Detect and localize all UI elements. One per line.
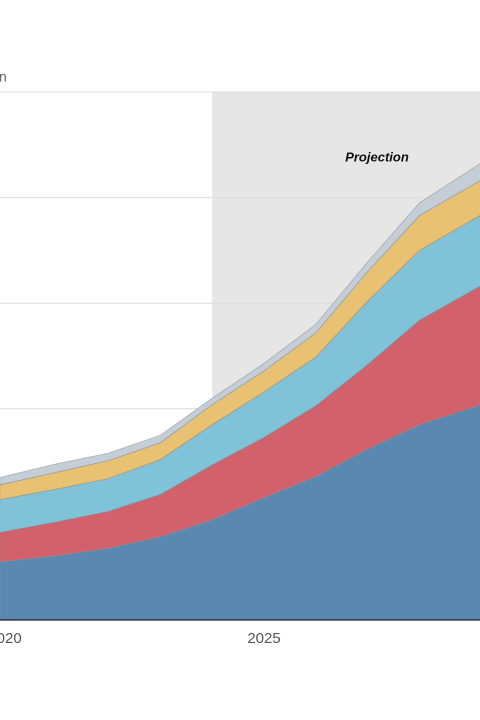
area <box>0 163 480 486</box>
y-axis-label: n <box>0 69 7 85</box>
projection-label: Projection <box>345 149 409 164</box>
x-tick-label: 2025 <box>247 630 280 647</box>
